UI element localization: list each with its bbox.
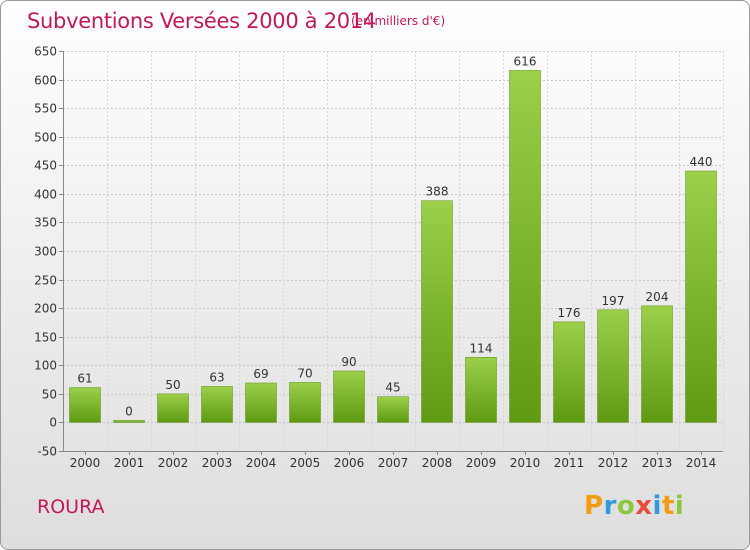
y-tick-label: 0 xyxy=(49,416,57,430)
x-tick-label: 2008 xyxy=(422,456,453,470)
x-tick-label: 2014 xyxy=(686,456,717,470)
bar xyxy=(113,420,145,423)
data-label: 45 xyxy=(385,381,400,395)
data-label: 440 xyxy=(690,155,713,169)
bar xyxy=(685,170,717,423)
y-tick-label: 650 xyxy=(34,45,57,59)
logo-letter: t xyxy=(661,491,675,521)
data-label: 176 xyxy=(558,306,581,320)
x-tick-label: 2005 xyxy=(290,456,321,470)
data-label: 63 xyxy=(209,370,224,384)
commune-name: ROURA xyxy=(37,496,105,518)
data-labels: 61 0 50 63 69 70 90 45 388 114 616 176 197 204 440 xyxy=(77,54,712,418)
x-tick-label: 2001 xyxy=(114,456,145,470)
y-tick-label: 50 xyxy=(42,388,57,402)
proxiti-logo: Proxiti xyxy=(584,491,684,521)
y-tick-label: 550 xyxy=(34,102,57,116)
data-label: 114 xyxy=(470,341,493,355)
x-tick-label: 2010 xyxy=(510,456,541,470)
y-tick-label: 350 xyxy=(34,216,57,230)
bar xyxy=(157,393,189,423)
bar xyxy=(245,382,277,423)
bar xyxy=(69,387,101,423)
data-label: 61 xyxy=(77,372,92,386)
bar xyxy=(641,305,673,423)
y-tick-label: -50 xyxy=(37,445,57,459)
bar xyxy=(509,70,541,423)
bar xyxy=(553,321,585,423)
data-label: 70 xyxy=(297,366,312,380)
logo-letter: o xyxy=(616,491,636,521)
x-tick-label: 2004 xyxy=(246,456,277,470)
x-tick-label: 2012 xyxy=(598,456,629,470)
x-tick-label: 2003 xyxy=(202,456,233,470)
data-label: 50 xyxy=(165,378,180,392)
bar xyxy=(201,386,233,423)
bar xyxy=(289,382,321,423)
y-tick-label: 300 xyxy=(34,245,57,259)
y-tick-label: 150 xyxy=(34,331,57,345)
bar xyxy=(597,309,629,423)
logo-letter: P xyxy=(584,491,604,521)
chart-title: Subventions Versées 2000 à 2014 xyxy=(27,9,376,33)
bar xyxy=(465,357,497,423)
bar xyxy=(377,396,409,423)
data-label: 0 xyxy=(125,404,133,418)
x-tick-label: 2006 xyxy=(334,456,365,470)
x-tick-label: 2007 xyxy=(378,456,409,470)
logo-letter: i xyxy=(674,491,685,521)
logo-letter: x xyxy=(635,491,653,521)
x-tick-label: 2011 xyxy=(554,456,585,470)
data-label: 204 xyxy=(646,290,669,304)
y-tick-label: 100 xyxy=(34,359,57,373)
y-tick-label: 500 xyxy=(34,131,57,145)
y-tick-label: 450 xyxy=(34,159,57,173)
logo-letter: r xyxy=(603,491,617,521)
data-label: 197 xyxy=(602,294,625,308)
x-tick-label: 2002 xyxy=(158,456,189,470)
y-tick-label: 200 xyxy=(34,302,57,316)
logo-letter: i xyxy=(652,491,662,521)
x-tick-label: 2013 xyxy=(642,456,673,470)
bar xyxy=(421,200,453,423)
y-tick-label: 400 xyxy=(34,188,57,202)
bars xyxy=(69,70,717,423)
y-tick-label: 250 xyxy=(34,274,57,288)
bar xyxy=(333,370,365,423)
y-tick-label: 600 xyxy=(34,74,57,88)
data-label: 69 xyxy=(253,367,268,381)
data-label: 388 xyxy=(426,185,449,199)
x-tick-label: 2000 xyxy=(70,456,101,470)
axes: -500501001502002503003504004505005506006… xyxy=(34,45,723,470)
x-tick-label: 2009 xyxy=(466,456,497,470)
data-label: 90 xyxy=(341,355,356,369)
chart-unit: (en milliers d'€) xyxy=(351,14,446,28)
data-label: 616 xyxy=(514,54,537,68)
